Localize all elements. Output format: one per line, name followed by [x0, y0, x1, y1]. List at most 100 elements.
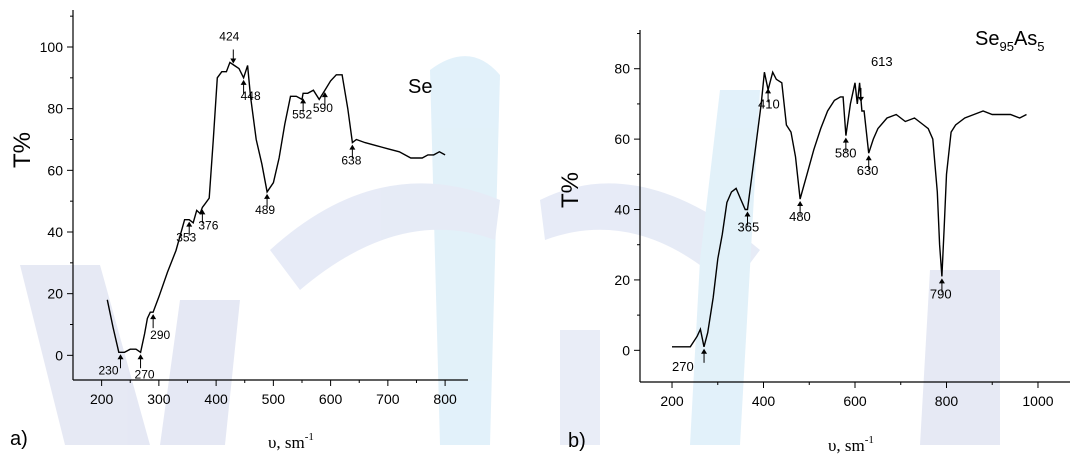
- chart-b-y-axis-title: T%: [557, 172, 584, 208]
- x-tick-label: 400: [204, 391, 228, 407]
- chart-b-annotations: 270 365 410 480 580 613 630 790: [672, 54, 952, 374]
- chart-b-title: Se95As5: [975, 28, 1045, 54]
- annotation-arrowhead: [186, 221, 193, 227]
- chart-a-y-axis-title: T%: [9, 132, 36, 168]
- y-tick-label: 0: [55, 347, 63, 363]
- annotation-label: 424: [219, 30, 239, 44]
- x-tick-label: 600: [843, 393, 867, 409]
- peak-annotation: 270: [672, 348, 708, 374]
- peak-annotation: 365: [738, 211, 760, 235]
- annotation-arrowhead: [117, 354, 124, 360]
- background-watermark: [20, 56, 1000, 446]
- annotation-label: 410: [758, 96, 780, 111]
- chart-b-x-ticks: 200 400 600 800 1000: [660, 382, 1054, 409]
- x-tick-label: 800: [935, 393, 959, 409]
- annotation-arrowhead: [150, 314, 157, 320]
- peak-annotation: 638: [341, 144, 362, 168]
- peak-annotation: 580: [835, 137, 857, 161]
- chart-b-y-ticks: 0 20 40 60 80: [614, 33, 640, 358]
- annotation-arrowhead: [865, 155, 872, 161]
- y-tick-label: 40: [47, 224, 63, 240]
- annotation-arrowhead: [321, 92, 328, 98]
- y-tick-label: 80: [47, 101, 63, 117]
- annotation-label: 552: [292, 107, 312, 121]
- annotation-label: 638: [341, 154, 361, 168]
- chart-a-panel-label: a): [10, 428, 28, 450]
- y-tick-label: 0: [622, 342, 630, 358]
- annotation-label: 489: [255, 203, 275, 217]
- annotation-label: 580: [835, 146, 857, 161]
- peak-annotation: 230: [99, 354, 124, 377]
- annotation-arrowhead: [349, 144, 356, 150]
- chart-a-title: Se: [408, 76, 432, 98]
- annotation-arrowhead: [797, 200, 804, 206]
- y-tick-label: 20: [47, 286, 63, 302]
- annotation-arrowhead: [240, 79, 247, 85]
- chart-a-series-line: [106, 61, 446, 354]
- chart-panel-b: 0 20 40 60 80 200 400 600 800 1000 270 365 410 480 5…: [557, 28, 1070, 455]
- chart-a-axes: [72, 10, 468, 381]
- chart-panel-a: 0 20 40 60 80 100 200 300 400 500 600 700 800 230 27…: [9, 10, 468, 452]
- peak-annotation: 290: [150, 314, 170, 342]
- chart-b-panel-label: b): [568, 430, 586, 452]
- annotation-arrowhead: [230, 58, 237, 64]
- annotation-arrowhead: [137, 354, 144, 360]
- annotation-arrowhead: [765, 88, 772, 94]
- annotation-arrowhead: [300, 98, 307, 104]
- annotation-arrowhead: [842, 137, 849, 143]
- x-tick-label: 700: [376, 391, 400, 407]
- peak-annotation: 353: [176, 221, 197, 245]
- annotation-arrowhead: [938, 278, 945, 284]
- annotation-arrowhead: [857, 96, 864, 102]
- annotation-arrowhead: [701, 348, 708, 354]
- x-tick-label: 400: [752, 393, 776, 409]
- annotation-label: 790: [930, 286, 952, 301]
- y-tick-label: 80: [614, 61, 630, 77]
- x-tick-label: 500: [262, 391, 286, 407]
- y-tick-label: 20: [614, 272, 630, 288]
- y-tick-label: 40: [614, 202, 630, 218]
- chart-a-y-ticks: 0 20 40 60 80 100: [40, 15, 73, 363]
- annotation-label: 590: [313, 101, 333, 115]
- y-tick-label: 60: [614, 131, 630, 147]
- peak-annotation: 613: [857, 54, 893, 102]
- annotation-label: 448: [241, 89, 261, 103]
- x-tick-label: 200: [660, 393, 684, 409]
- annotation-label: 613: [871, 54, 893, 69]
- y-tick-label: 100: [40, 39, 64, 55]
- peak-annotation: 790: [930, 278, 952, 301]
- annotation-label: 270: [672, 359, 694, 374]
- annotation-label: 630: [857, 163, 879, 178]
- peak-annotation: 424: [219, 30, 240, 64]
- annotation-arrowhead: [199, 209, 206, 215]
- x-tick-label: 1000: [1022, 393, 1053, 409]
- chart-b-x-axis-title: υ, sm-1: [828, 434, 874, 455]
- annotation-label: 480: [789, 209, 811, 224]
- peak-annotation: 552: [292, 98, 312, 121]
- peak-annotation: 376: [198, 209, 219, 232]
- chart-a-x-axis-title: υ, sm-1: [268, 431, 314, 452]
- annotation-arrowhead: [264, 193, 271, 199]
- x-tick-label: 200: [90, 391, 114, 407]
- annotation-label: 365: [738, 220, 760, 235]
- x-tick-label: 600: [319, 391, 343, 407]
- chart-a-x-ticks: 200 300 400 500 600 700 800: [90, 380, 457, 407]
- y-tick-label: 60: [47, 162, 63, 178]
- x-tick-label: 800: [433, 391, 457, 407]
- peak-annotation: 590: [313, 92, 333, 115]
- annotation-arrowhead: [744, 211, 751, 217]
- peak-annotation: 270: [135, 354, 155, 381]
- peak-annotation: 448: [240, 79, 261, 103]
- peak-annotation: 480: [789, 200, 811, 224]
- chart-b-series-line: [672, 70, 1027, 348]
- peak-annotation: 410: [758, 88, 780, 111]
- peak-annotation: 489: [255, 193, 275, 217]
- annotation-label: 376: [198, 218, 218, 232]
- peak-annotation: 630: [857, 155, 879, 178]
- annotation-label: 353: [176, 231, 196, 245]
- x-tick-label: 300: [147, 391, 171, 407]
- annotation-label: 270: [135, 367, 155, 381]
- annotation-label: 290: [150, 328, 170, 342]
